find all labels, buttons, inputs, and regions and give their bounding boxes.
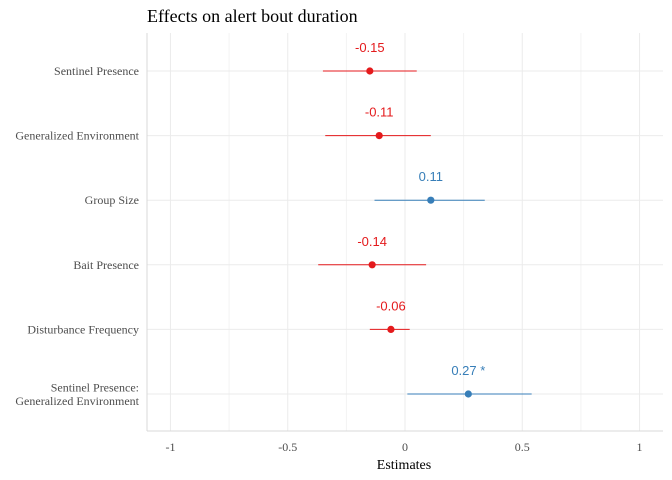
plot-marks: -0.15 -0.11 0.11 -0.14 -0.06 0.27 * <box>318 40 532 398</box>
chart-title: Effects on alert bout duration <box>147 6 358 26</box>
estimate-value-label: -0.06 <box>376 298 406 313</box>
estimate-point <box>375 132 383 140</box>
x-axis-title: Estimates <box>377 458 431 473</box>
x-tick-label: 0.5 <box>515 440 530 454</box>
y-category-label: Generalized Environment <box>15 394 139 408</box>
x-tick-label: 1 <box>637 440 643 454</box>
estimate-value-label: 0.11 <box>419 169 443 184</box>
y-category-label: Group Size <box>85 193 139 207</box>
y-category-label: Sentinel Presence <box>54 64 139 78</box>
estimate-value-label: -0.11 <box>365 105 394 120</box>
x-tick-label: -0.5 <box>278 440 297 454</box>
estimate-point <box>464 390 472 398</box>
x-tick-label: 0 <box>402 440 408 454</box>
estimate-value-label: -0.15 <box>355 40 385 55</box>
estimate-point <box>387 325 395 333</box>
estimate-value-label: -0.14 <box>357 234 387 249</box>
estimate-point <box>427 196 435 204</box>
estimate-point <box>368 261 376 269</box>
y-category-label: Disturbance Frequency <box>27 322 139 336</box>
x-tick-label: -1 <box>165 440 175 454</box>
estimate-value-label: 0.27 * <box>451 363 485 378</box>
estimate-point <box>366 67 374 75</box>
y-category-label: Generalized Environment <box>15 129 139 143</box>
y-category-label: Bait Presence <box>73 258 139 272</box>
y-category-label: Sentinel Presence: <box>51 380 139 394</box>
grid <box>147 33 663 431</box>
axes: -1 -0.5 0 0.5 1 Sentinel Presence Generalized … <box>15 33 663 454</box>
